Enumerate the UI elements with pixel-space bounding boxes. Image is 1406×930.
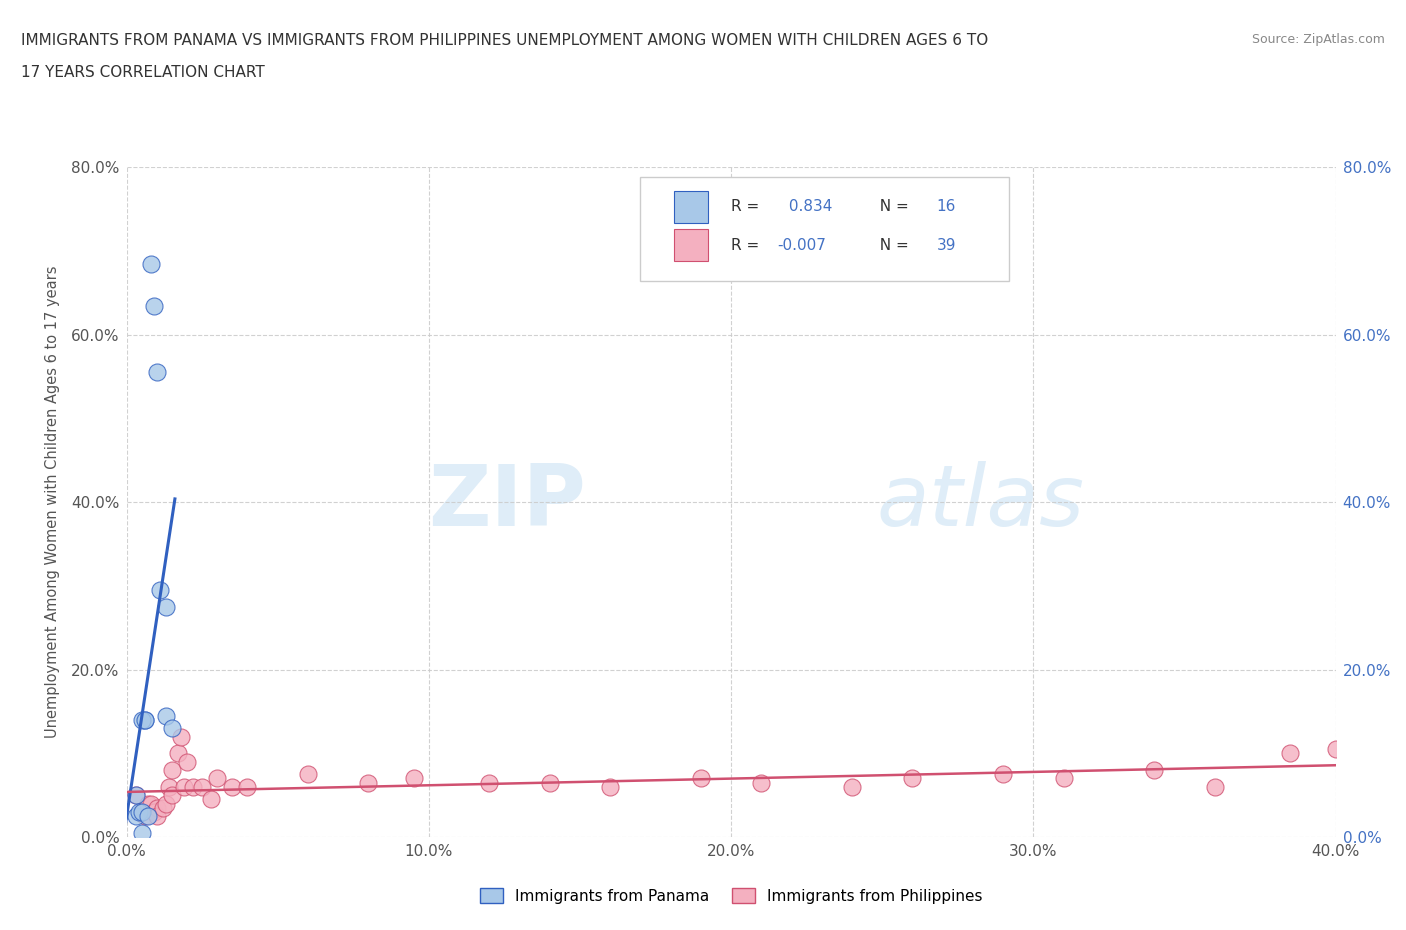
Point <box>160 788 183 803</box>
Point <box>181 779 204 794</box>
Point <box>901 771 924 786</box>
Text: R =: R = <box>731 199 765 215</box>
Text: R =: R = <box>731 237 765 253</box>
Point <box>167 746 190 761</box>
Point <box>124 809 146 824</box>
Point <box>124 788 146 803</box>
Point <box>357 776 380 790</box>
Point <box>1279 746 1302 761</box>
Text: N =: N = <box>870 199 914 215</box>
Point <box>841 779 863 794</box>
Point <box>136 796 159 811</box>
Point <box>131 712 153 727</box>
Text: Source: ZipAtlas.com: Source: ZipAtlas.com <box>1251 33 1385 46</box>
Point <box>134 712 156 727</box>
Text: 39: 39 <box>936 237 956 253</box>
Point <box>139 796 162 811</box>
Point <box>221 779 243 794</box>
Point <box>751 776 773 790</box>
Point <box>170 729 193 744</box>
Point <box>146 800 169 815</box>
Point <box>297 766 319 781</box>
Legend: Immigrants from Panama, Immigrants from Philippines: Immigrants from Panama, Immigrants from … <box>474 882 988 910</box>
Text: ZIP: ZIP <box>429 460 586 544</box>
Point <box>146 809 169 824</box>
Point <box>1324 742 1347 757</box>
Point <box>402 771 425 786</box>
Point <box>149 582 172 598</box>
Point <box>155 600 177 615</box>
Point <box>131 826 153 841</box>
Text: 16: 16 <box>936 199 956 215</box>
Point <box>205 771 228 786</box>
Point <box>131 804 153 819</box>
Point <box>134 809 156 824</box>
Point <box>236 779 259 794</box>
Point <box>599 779 621 794</box>
Point <box>134 712 156 727</box>
Text: 0.834: 0.834 <box>785 199 832 215</box>
Point <box>136 809 159 824</box>
Point <box>152 800 174 815</box>
Point <box>142 299 165 313</box>
Point <box>191 779 214 794</box>
Point <box>993 766 1015 781</box>
Text: 17 YEARS CORRELATION CHART: 17 YEARS CORRELATION CHART <box>21 65 264 80</box>
Point <box>160 763 183 777</box>
Text: IMMIGRANTS FROM PANAMA VS IMMIGRANTS FROM PHILIPPINES UNEMPLOYMENT AMONG WOMEN W: IMMIGRANTS FROM PANAMA VS IMMIGRANTS FRO… <box>21 33 988 47</box>
Y-axis label: Unemployment Among Women with Children Ages 6 to 17 years: Unemployment Among Women with Children A… <box>45 266 60 738</box>
Point <box>142 804 165 819</box>
Point <box>128 804 150 819</box>
Point <box>1204 779 1226 794</box>
Point <box>160 721 183 736</box>
Point <box>173 779 195 794</box>
Point <box>139 257 162 272</box>
Point <box>157 779 180 794</box>
FancyBboxPatch shape <box>641 178 1010 281</box>
Point <box>538 776 561 790</box>
Point <box>1053 771 1076 786</box>
Point <box>176 754 198 769</box>
FancyBboxPatch shape <box>675 191 709 223</box>
Point <box>155 709 177 724</box>
Point <box>689 771 711 786</box>
Point <box>1143 763 1166 777</box>
Point <box>200 792 222 807</box>
Point <box>478 776 501 790</box>
Point <box>124 788 146 803</box>
Point <box>155 796 177 811</box>
Point <box>131 804 153 819</box>
Text: atlas: atlas <box>876 460 1084 544</box>
Text: N =: N = <box>870 237 914 253</box>
Text: -0.007: -0.007 <box>778 237 825 253</box>
FancyBboxPatch shape <box>675 229 709 261</box>
Point <box>146 365 169 380</box>
